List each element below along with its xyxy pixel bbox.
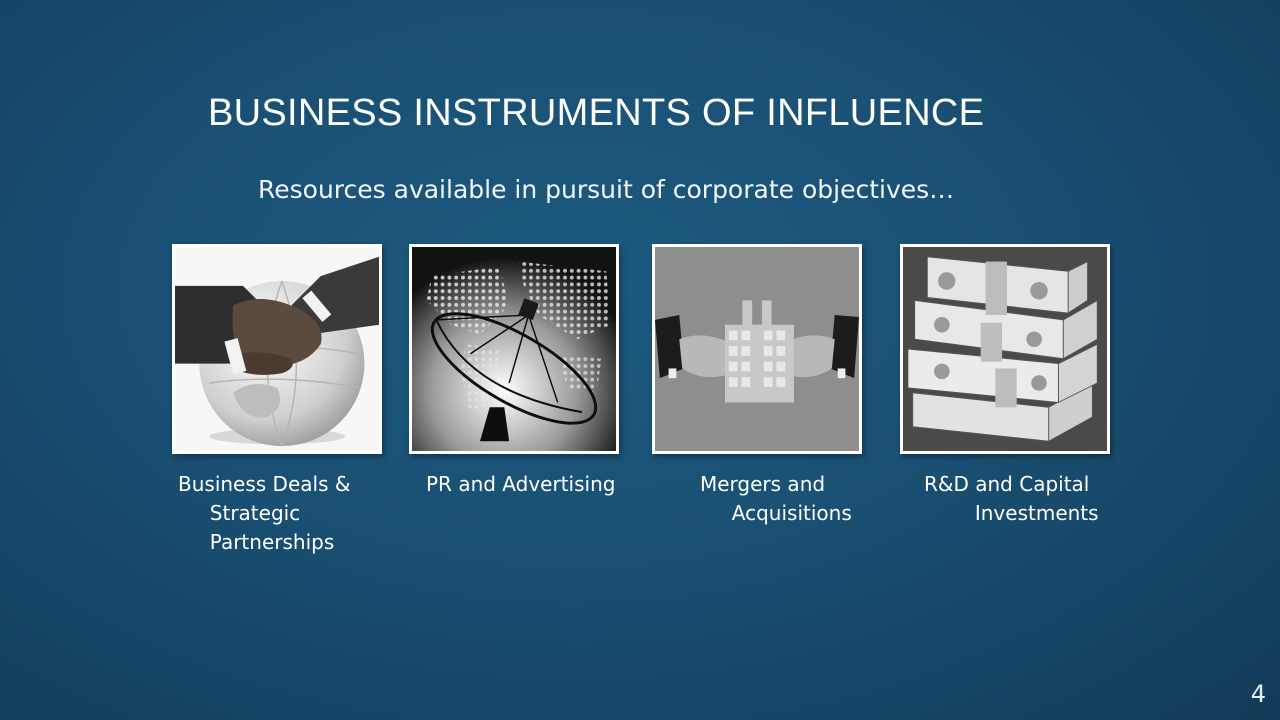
caption-business-deals: Business Deals & Strategic Partnerships (178, 472, 351, 554)
caption-rnd: R&D and Capital Investments (924, 472, 1099, 525)
money-stacks-image (900, 244, 1110, 454)
handshake-globe-image (172, 244, 382, 454)
caption-pr-advertising: PR and Advertising (426, 472, 616, 496)
caption-mergers: Mergers and Acquisitions (700, 472, 852, 525)
merging-buildings-image (652, 244, 862, 454)
merger-icon (655, 247, 859, 451)
money-icon (903, 247, 1107, 451)
slide-title: BUSINESS INSTRUMENTS OF INFLUENCE (208, 92, 985, 134)
slide-subtitle: Resources available in pursuit of corpor… (258, 175, 955, 204)
satellite-dish-map-image (409, 244, 619, 454)
page-number: 4 (1250, 680, 1266, 708)
satellite-dish-icon (412, 247, 616, 451)
handshake-icon (175, 247, 379, 451)
